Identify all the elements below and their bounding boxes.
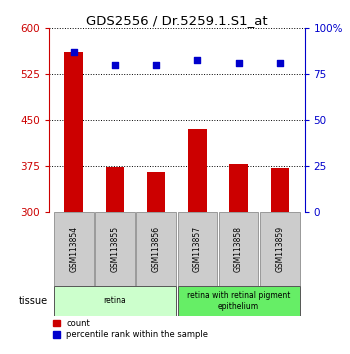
- Text: retina with retinal pigment
epithelium: retina with retinal pigment epithelium: [187, 291, 290, 311]
- Point: [236, 61, 241, 66]
- Text: GSM113859: GSM113859: [275, 226, 284, 272]
- Point: [153, 62, 159, 68]
- Text: tissue: tissue: [19, 296, 48, 306]
- Text: GSM113854: GSM113854: [69, 226, 78, 272]
- Bar: [260, 212, 300, 286]
- Text: GSM113857: GSM113857: [193, 226, 202, 272]
- Text: GSM113855: GSM113855: [111, 226, 119, 272]
- Bar: [177, 286, 300, 316]
- Point: [112, 62, 118, 68]
- Bar: [271, 168, 289, 212]
- Text: retina: retina: [104, 296, 126, 306]
- Bar: [219, 212, 258, 286]
- Bar: [95, 212, 135, 286]
- Bar: [106, 167, 124, 212]
- Bar: [229, 164, 248, 212]
- Bar: [64, 52, 83, 212]
- Bar: [188, 130, 206, 212]
- Bar: [147, 172, 166, 212]
- Bar: [136, 212, 176, 286]
- Point: [71, 49, 77, 55]
- Point: [195, 57, 200, 62]
- Text: GSM113856: GSM113856: [152, 226, 161, 272]
- Bar: [54, 212, 93, 286]
- Point: [277, 61, 282, 66]
- Bar: [54, 286, 176, 316]
- Bar: [177, 212, 217, 286]
- Legend: count, percentile rank within the sample: count, percentile rank within the sample: [53, 319, 209, 339]
- Text: GSM113858: GSM113858: [234, 226, 243, 272]
- Title: GDS2556 / Dr.5259.1.S1_at: GDS2556 / Dr.5259.1.S1_at: [86, 14, 267, 27]
